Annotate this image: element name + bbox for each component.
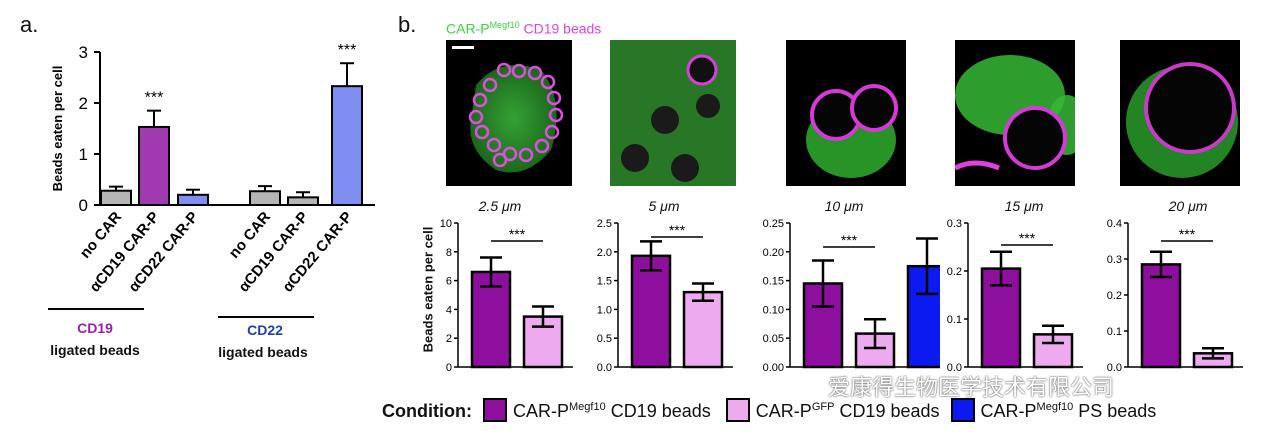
- y-tick-label: 0.2: [947, 266, 962, 278]
- microscopy-image-15um: [955, 40, 1075, 186]
- size-label-10: 10 μm: [824, 198, 864, 214]
- bar: [630, 254, 672, 369]
- watermark: 爱康得生物医学技术有限公司: [828, 375, 1115, 400]
- y-tick-label: 2.5: [597, 218, 612, 230]
- y-tick-label: 0.1: [1107, 326, 1122, 338]
- y-tick-label: 0.5: [597, 333, 612, 345]
- y-tick-label: 8: [446, 247, 452, 259]
- significance-label: ***: [1179, 226, 1196, 242]
- y-tick-label: 0.25: [763, 218, 784, 230]
- image-title-main: CAR-P: [446, 20, 490, 37]
- bar: [470, 270, 512, 369]
- y-tick-label: 3: [79, 43, 88, 62]
- y-tick-label: 0.1: [947, 314, 962, 326]
- significance-label: ***: [841, 232, 858, 248]
- y-tick-label: 1.5: [597, 276, 612, 288]
- group-subtitle-cd22: ligated beads: [218, 344, 308, 360]
- y-tick-label: 0: [79, 196, 88, 215]
- y-tick-label: 10: [440, 218, 452, 230]
- y-tick-label: 0.0: [1107, 362, 1122, 374]
- legend-item-megf10-cd19: CAR-PMegf10 CD19 beads: [482, 398, 716, 422]
- group-title-cd22: CD22: [247, 322, 283, 338]
- group-subtitle-cd19: ligated beads: [50, 342, 140, 358]
- y-tick-label: 0.0: [597, 362, 612, 374]
- group-rule-cd19: [48, 308, 144, 310]
- y-tick-label: 0.20: [763, 247, 784, 259]
- bar-chart-20um: 0.0 0.1 0.2 0.3 0.4 ***: [1107, 218, 1243, 374]
- y-tick-label: 0.3: [1107, 254, 1122, 266]
- y-tick-label: 0.00: [763, 362, 784, 374]
- y-tick-label: 0.10: [763, 304, 784, 316]
- size-label-15: 15 μm: [1004, 198, 1044, 214]
- y-tick-label: 0: [446, 362, 452, 374]
- y-tick-label: 4: [446, 304, 452, 316]
- y-tick-label: 1: [79, 145, 88, 164]
- size-label-2-5: 2.5 μm: [478, 198, 522, 214]
- y-tick-label: 0.3: [947, 218, 962, 230]
- bar: [100, 189, 132, 207]
- bar: [287, 196, 319, 207]
- microscopy-image-20um: [1120, 40, 1240, 186]
- bar-chart-10um: 0.00 0.05 0.10 0.15 0.20 0.25 ***: [763, 218, 940, 374]
- y-axis-label: Beads eaten per cell: [50, 66, 65, 192]
- y-tick-label: 0.2: [1107, 290, 1122, 302]
- legend-swatch-gfp-cd19: [725, 398, 750, 422]
- image-title-rest: CD19 beads: [519, 20, 602, 37]
- bar: [331, 85, 363, 206]
- microscopy-image-5um: [610, 40, 736, 186]
- y-tick-label: 0.15: [763, 276, 784, 288]
- significance-label: ***: [509, 226, 526, 242]
- image-title: CAR-PMegf10 CD19 beads: [446, 20, 601, 37]
- y-tick-label: 1.0: [597, 304, 612, 316]
- significance-label: ***: [145, 90, 164, 107]
- size-label-5: 5 μm: [648, 198, 680, 214]
- bar: [906, 264, 940, 369]
- bar: [1140, 263, 1182, 369]
- bar: [682, 290, 724, 369]
- microscopy-image-10um: [786, 40, 906, 186]
- bar: [138, 125, 170, 206]
- legend-item-gfp-cd19: CAR-PGFP CD19 beads: [725, 398, 945, 422]
- y-tick-label: 2: [79, 94, 88, 113]
- image-title-superscript: Megf10: [489, 20, 520, 30]
- group-rule-cd22: [218, 316, 314, 318]
- y-tick-label: 0.4: [1107, 218, 1122, 230]
- legend-swatch-megf10-cd19: [482, 398, 507, 422]
- y-tick-label: 0.0: [947, 362, 962, 374]
- bar: [249, 190, 281, 206]
- significance-label: ***: [669, 222, 686, 238]
- significance-label: ***: [1019, 230, 1036, 246]
- legend-swatch-megf10-ps: [950, 398, 975, 422]
- bar: [177, 193, 209, 207]
- bar-chart-5um: 0.0 0.5 1.0 1.5 2.0 2.5 ***: [597, 218, 733, 374]
- legend-item-megf10-ps: CAR-PMegf10 PS beads: [950, 398, 1156, 422]
- group-title-cd19: CD19: [77, 320, 113, 336]
- bar-chart-2-5um: 0 2 4 6 8 10 ***: [440, 218, 573, 374]
- y-tick-label: 2: [446, 333, 452, 345]
- y-tick-label: 6: [446, 276, 452, 288]
- legend: Condition: CAR-PMegf10 CD19 beads CAR-PG…: [382, 398, 1156, 422]
- legend-title: Condition:: [382, 401, 472, 421]
- y-tick-label: 0.05: [763, 333, 784, 345]
- panel-b-label: b.: [398, 12, 417, 37]
- x-tick-label: αCD22 CAR-P: [125, 209, 202, 296]
- microscopy-image-2-5um: [446, 40, 572, 186]
- size-label-20: 20 μm: [1168, 198, 1208, 214]
- y-tick-label: 2.0: [597, 247, 612, 259]
- panel-a-label: a.: [20, 12, 39, 37]
- significance-label: ***: [338, 42, 357, 59]
- bar-chart-15um: 0.0 0.1 0.2 0.3 ***: [947, 218, 1083, 374]
